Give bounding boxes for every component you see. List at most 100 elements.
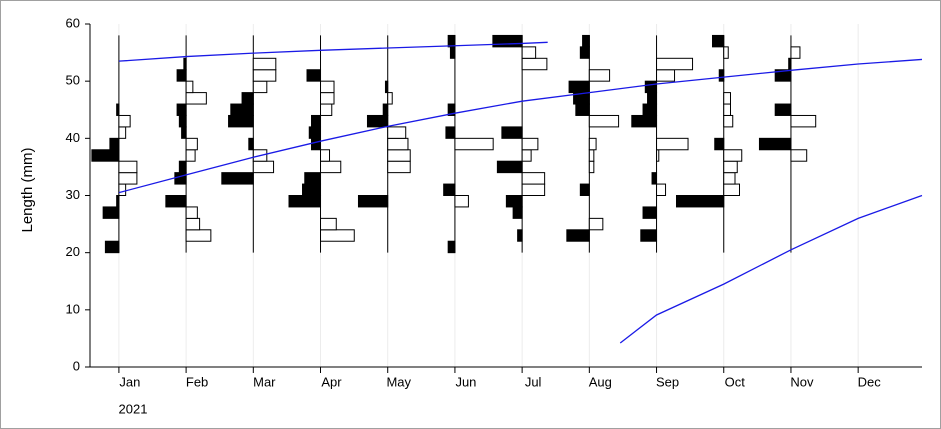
negative-score-bar (568, 80, 590, 94)
positive-score-bar (252, 57, 277, 71)
negative-score-bar (174, 172, 187, 185)
positive-score-bar (320, 92, 335, 105)
negative-score-bar (183, 57, 187, 71)
positive-score-bar (320, 149, 331, 162)
negative-score-bar (288, 195, 322, 208)
positive-score-bar (320, 217, 337, 231)
negative-score-bar (579, 46, 590, 59)
negative-score-bar (505, 195, 523, 208)
negative-score-bar (774, 103, 792, 116)
positive-score-bar (387, 126, 407, 139)
positive-score-bar (656, 137, 689, 151)
x-tick-label: Jul (525, 374, 542, 389)
y-tick-label: 0 (73, 358, 80, 373)
positive-score-bar (387, 149, 411, 162)
x-tick-label: Aug (589, 374, 612, 389)
positive-score-bar (588, 137, 597, 151)
negative-score-bar (181, 126, 187, 139)
positive-score-bar (588, 160, 595, 174)
positive-score-bar (118, 172, 138, 185)
negative-score-bar (248, 137, 254, 151)
y-axis-label: Length (mm) (19, 147, 36, 232)
positive-score-bar (723, 114, 734, 128)
positive-score-bar (656, 149, 660, 162)
positive-score-bar (454, 195, 469, 208)
positive-score-bar (252, 160, 275, 174)
negative-score-bar (501, 126, 523, 139)
positive-score-bar (656, 183, 667, 196)
positive-score-bar (185, 217, 201, 231)
positive-score-bar (320, 80, 335, 94)
negative-score-bar (382, 103, 389, 116)
negative-score-bar (566, 229, 590, 242)
x-tick-label: Jun (455, 374, 476, 389)
positive-score-bar (790, 114, 817, 128)
positive-score-bar (118, 183, 127, 196)
positive-score-bar (185, 92, 207, 105)
negative-score-bar (91, 149, 120, 162)
positive-score-bar (185, 206, 198, 219)
positive-score-bar (185, 229, 212, 242)
negative-score-bar (447, 103, 456, 116)
positive-score-bar (320, 160, 342, 174)
x-tick-label: Feb (186, 374, 208, 389)
negative-score-bar (714, 137, 725, 151)
negative-score-bar (109, 137, 120, 151)
x-tick-label: Oct (725, 374, 746, 389)
positive-score-bar (320, 103, 333, 116)
negative-score-bar (675, 195, 725, 208)
positive-score-bar (656, 57, 694, 71)
growth-curve (118, 41, 548, 62)
negative-score-bar (176, 103, 187, 116)
negative-score-bar (496, 160, 523, 174)
positive-score-bar (723, 92, 731, 105)
positive-score-bar (588, 69, 611, 82)
positive-score-bar (252, 80, 268, 94)
negative-score-bar (302, 183, 322, 196)
y-tick-label: 30 (66, 187, 80, 202)
negative-score-bar (308, 126, 322, 139)
negative-score-bar (758, 137, 792, 151)
positive-score-bar (521, 137, 539, 151)
positive-score-bar (118, 126, 127, 139)
negative-score-bar (718, 69, 725, 82)
positive-score-bar (723, 149, 743, 162)
negative-score-bar (311, 137, 322, 151)
negative-score-bar (357, 195, 389, 208)
x-tick-label: Apr (321, 374, 342, 389)
positive-score-bar (723, 172, 736, 185)
negative-score-bar (651, 172, 658, 185)
y-tick-label: 50 (66, 73, 80, 88)
growth-curve (619, 194, 923, 344)
negative-score-bar (631, 114, 658, 128)
negative-score-bar (774, 69, 792, 82)
negative-score-bar (447, 240, 456, 254)
positive-score-bar (790, 149, 808, 162)
negative-score-bar (384, 80, 389, 94)
negative-score-bar (788, 57, 792, 71)
year-label: 2021 (119, 401, 148, 416)
positive-score-bar (656, 69, 676, 82)
negative-score-bar (306, 69, 322, 82)
positive-score-bar (588, 114, 620, 128)
negative-score-bar (230, 103, 254, 116)
negative-score-bar (647, 92, 658, 105)
negative-score-bar (443, 183, 456, 196)
positive-score-bar (790, 46, 801, 59)
x-tick-label: Dec (858, 374, 882, 389)
positive-score-bar (521, 183, 546, 196)
negative-score-bar (449, 46, 456, 59)
growth-curve (118, 58, 923, 194)
negative-score-bar (102, 206, 120, 219)
positive-score-bar (521, 57, 548, 71)
positive-score-bar (118, 114, 131, 128)
negative-score-bar (176, 69, 187, 82)
negative-score-bar (221, 172, 254, 185)
negative-score-bar (116, 103, 120, 116)
positive-score-bar (185, 137, 198, 151)
negative-score-bar (579, 183, 590, 196)
positive-score-bar (118, 160, 138, 174)
y-tick-label: 60 (66, 15, 80, 30)
positive-score-bar (320, 229, 355, 242)
